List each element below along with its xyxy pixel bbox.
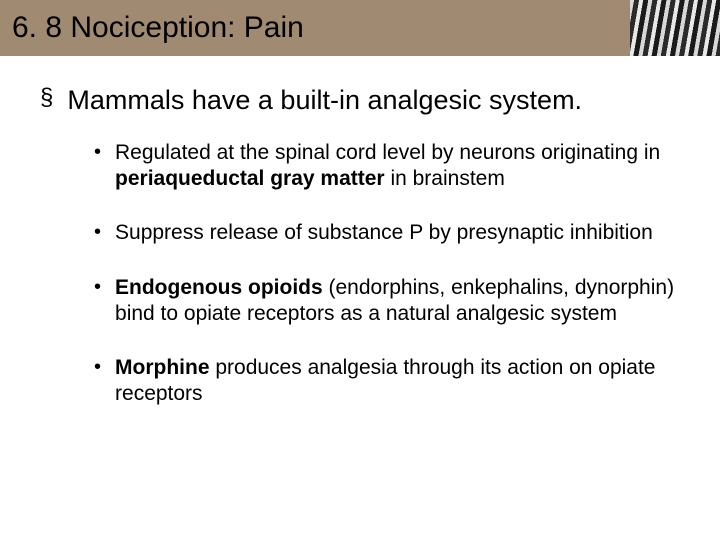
slide-header: 6. 8 Nociception: Pain	[0, 0, 720, 56]
main-bullet-text: Mammals have a built-in analgesic system…	[67, 84, 582, 118]
sub-bullet: • Endogenous opioids (endorphins, enkepha…	[94, 275, 680, 328]
sub-bullet: • Morphine produces analgesia through its…	[94, 355, 680, 408]
sub-bullet-marker: •	[94, 220, 101, 245]
sub-bullet-list: • Regulated at the spinal cord level by n…	[40, 140, 680, 408]
sub-bullet-marker: •	[94, 140, 101, 165]
sub-bullet-text: Regulated at the spinal cord level by ne…	[115, 140, 680, 193]
sub-bullet-text: Morphine produces analgesia through its …	[115, 355, 680, 408]
sub-bullet: • Regulated at the spinal cord level by n…	[94, 140, 680, 193]
header-decorative-image	[630, 0, 720, 56]
main-bullet: § Mammals have a built-in analgesic syst…	[40, 84, 680, 118]
sub-bullet-marker: •	[94, 355, 101, 380]
sub-bullet-text: Endogenous opioids (endorphins, enkephal…	[115, 275, 680, 328]
slide-title: 6. 8 Nociception: Pain	[0, 11, 304, 45]
slide-content: § Mammals have a built-in analgesic syst…	[0, 56, 720, 456]
main-bullet-marker: §	[40, 84, 53, 113]
sub-bullet: • Suppress release of substance P by pres…	[94, 220, 680, 246]
sub-bullet-marker: •	[94, 275, 101, 300]
sub-bullet-text: Suppress release of substance P by presy…	[115, 220, 653, 246]
